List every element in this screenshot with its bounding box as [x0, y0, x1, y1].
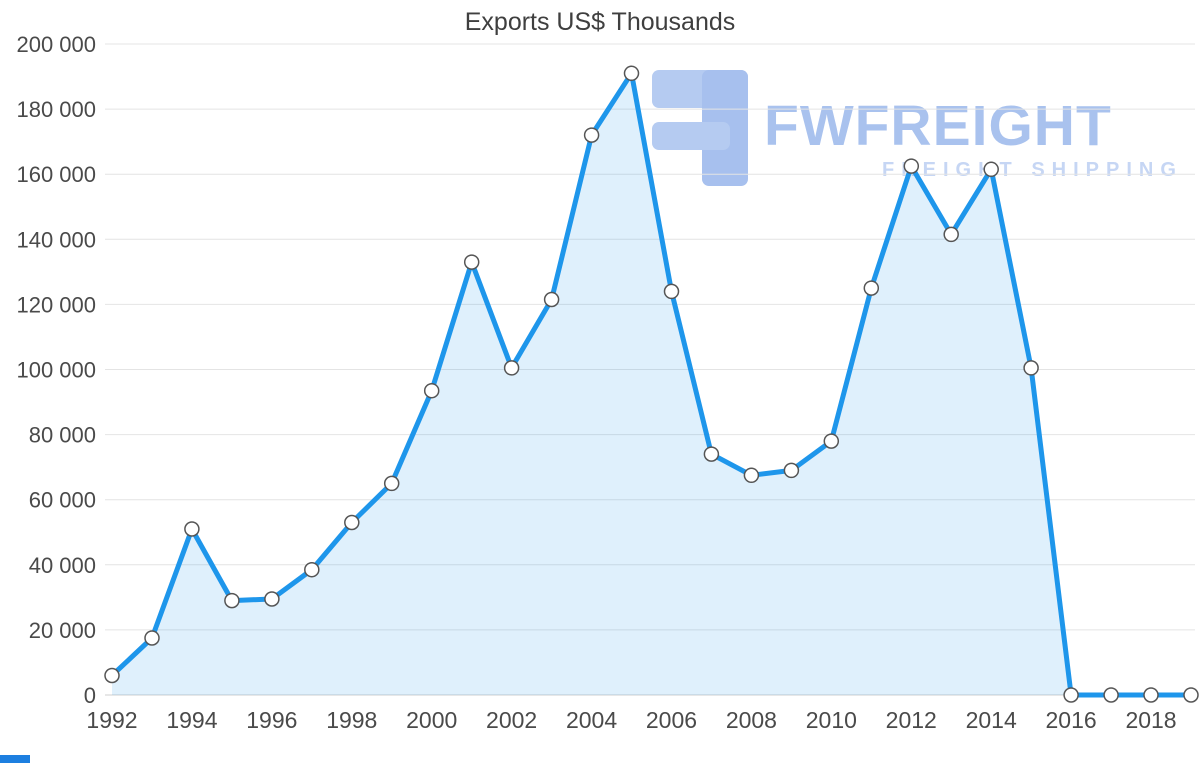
- data-point-marker: [503, 360, 520, 376]
- data-point-marker: [543, 291, 560, 308]
- data-point-marker: [863, 280, 880, 296]
- series-line: [109, 70, 1194, 698]
- data-point-marker: [703, 446, 720, 462]
- data-point-marker: [144, 630, 160, 646]
- watermark-text: FWFREIGHT FREIGHT SHIPPING: [764, 70, 1183, 182]
- data-point-marker: [1063, 687, 1079, 703]
- data-point-marker: [783, 462, 800, 479]
- chart-title: Exports US$ Thousands: [464, 8, 736, 36]
- x-axis-label: 2002: [486, 707, 537, 733]
- y-axis-label: 200 000: [16, 32, 96, 57]
- data-point-marker: [344, 514, 360, 531]
- data-point-marker: [1143, 687, 1159, 703]
- area-fill: [112, 73, 1191, 696]
- data-point-marker: [983, 161, 999, 178]
- x-axis-label: 1998: [326, 707, 377, 733]
- fwfreight-logo-icon: [652, 70, 748, 186]
- x-axis-label: 2010: [806, 707, 857, 733]
- data-point-marker: [304, 561, 320, 578]
- y-axis-label: 80 000: [29, 423, 96, 448]
- y-axis-label: 160 000: [16, 162, 96, 187]
- data-point-marker: [623, 65, 640, 82]
- x-axis-label: 1996: [246, 707, 297, 733]
- y-axis-label: 140 000: [16, 227, 96, 252]
- x-axis-label: 2018: [1125, 707, 1176, 733]
- data-point-marker: [823, 433, 840, 449]
- y-axis-label: 20 000: [29, 618, 96, 643]
- x-axis-label: 2006: [646, 707, 697, 733]
- y-axis-label: 180 000: [16, 97, 96, 122]
- x-axis-label: 1992: [86, 707, 137, 733]
- data-point-marker: [184, 521, 200, 537]
- data-point-marker: [423, 382, 440, 399]
- data-point-marker: [583, 127, 600, 143]
- y-axis-label: 40 000: [29, 553, 96, 578]
- watermark-brand: FWFREIGHT: [764, 94, 1112, 158]
- x-axis-label: 2008: [726, 707, 777, 733]
- data-point-marker: [224, 592, 240, 609]
- watermark-tagline: FREIGHT SHIPPING: [882, 159, 1183, 181]
- x-axis-label: 2000: [406, 707, 457, 733]
- y-axis-label: 120 000: [16, 292, 96, 317]
- watermark: FWFREIGHT FREIGHT SHIPPING: [652, 70, 1183, 186]
- data-point-marker: [663, 283, 680, 300]
- data-point-marker: [104, 667, 120, 684]
- data-point-marker: [1023, 360, 1039, 376]
- data-point-marker: [463, 254, 480, 270]
- partial-bottom-element: [0, 755, 30, 763]
- data-point-marker: [1183, 687, 1199, 703]
- x-axis-label: 1994: [166, 707, 217, 733]
- x-axis-label: 2016: [1046, 707, 1097, 733]
- y-axis-label: 60 000: [29, 488, 96, 513]
- x-axis-label: 2012: [886, 707, 937, 733]
- y-axis-label: 100 000: [16, 358, 96, 383]
- x-axis-label: 2004: [566, 707, 617, 733]
- data-point-marker: [903, 158, 920, 174]
- data-point-marker: [1103, 687, 1119, 703]
- x-axis-label: 2014: [966, 707, 1017, 733]
- data-point-marker: [943, 226, 959, 243]
- data-point-marker: [383, 475, 400, 492]
- data-point-marker: [743, 467, 760, 484]
- y-axis-label: 0: [84, 683, 96, 708]
- data-point-marker: [264, 591, 280, 607]
